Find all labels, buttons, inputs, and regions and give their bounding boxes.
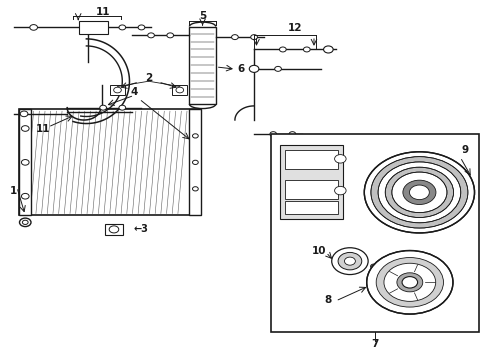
- Text: 11: 11: [96, 8, 110, 17]
- Circle shape: [166, 33, 173, 38]
- Circle shape: [192, 134, 198, 138]
- Circle shape: [303, 47, 309, 52]
- Text: 11: 11: [36, 124, 50, 134]
- Bar: [79, 21, 108, 33]
- Bar: [285, 150, 337, 170]
- Circle shape: [109, 226, 119, 233]
- Bar: [172, 85, 187, 95]
- Text: 1: 1: [10, 186, 17, 195]
- Circle shape: [119, 105, 125, 110]
- Circle shape: [21, 126, 29, 131]
- Circle shape: [250, 35, 257, 40]
- Bar: [189, 109, 201, 215]
- Circle shape: [366, 251, 452, 314]
- Circle shape: [274, 66, 281, 71]
- Text: 2: 2: [145, 73, 152, 83]
- Circle shape: [20, 218, 31, 226]
- Circle shape: [231, 35, 238, 40]
- Circle shape: [249, 65, 258, 72]
- Circle shape: [370, 264, 376, 269]
- Text: 12: 12: [287, 23, 302, 33]
- Text: 5: 5: [199, 11, 206, 21]
- Text: 9: 9: [461, 145, 468, 155]
- Circle shape: [334, 186, 346, 195]
- Bar: [105, 224, 122, 235]
- Bar: [285, 201, 337, 213]
- Circle shape: [384, 264, 391, 269]
- Bar: [280, 145, 342, 219]
- Circle shape: [192, 160, 198, 165]
- Text: ←3: ←3: [133, 224, 148, 234]
- Circle shape: [396, 273, 422, 292]
- Circle shape: [323, 46, 332, 53]
- Circle shape: [113, 87, 121, 93]
- Circle shape: [147, 33, 154, 38]
- Bar: [19, 109, 201, 215]
- Circle shape: [337, 252, 361, 270]
- Circle shape: [385, 167, 453, 217]
- Text: 6: 6: [237, 64, 244, 74]
- Bar: [285, 180, 337, 199]
- Text: 4: 4: [130, 87, 138, 97]
- Circle shape: [331, 248, 367, 275]
- Circle shape: [22, 220, 28, 224]
- Text: 10: 10: [311, 246, 325, 256]
- Circle shape: [408, 185, 428, 200]
- Circle shape: [377, 162, 460, 223]
- Bar: [189, 27, 215, 104]
- Circle shape: [364, 152, 473, 233]
- Circle shape: [100, 105, 106, 110]
- Circle shape: [377, 264, 384, 269]
- Circle shape: [138, 25, 144, 30]
- Circle shape: [21, 159, 29, 165]
- Circle shape: [20, 111, 28, 117]
- Circle shape: [288, 132, 295, 136]
- Circle shape: [269, 132, 276, 136]
- Circle shape: [30, 24, 38, 30]
- Circle shape: [401, 276, 417, 288]
- Circle shape: [375, 257, 443, 307]
- Circle shape: [402, 180, 435, 204]
- Circle shape: [192, 187, 198, 191]
- Bar: [270, 134, 478, 332]
- Circle shape: [279, 47, 285, 52]
- Circle shape: [344, 257, 355, 265]
- Text: 8: 8: [324, 295, 331, 305]
- Circle shape: [176, 87, 183, 93]
- Circle shape: [370, 157, 467, 228]
- Circle shape: [119, 25, 125, 30]
- Bar: [19, 109, 31, 215]
- Text: 7: 7: [371, 339, 378, 349]
- Circle shape: [334, 154, 346, 163]
- Circle shape: [391, 172, 446, 213]
- Circle shape: [383, 263, 435, 301]
- Bar: [110, 85, 125, 95]
- Circle shape: [21, 193, 29, 199]
